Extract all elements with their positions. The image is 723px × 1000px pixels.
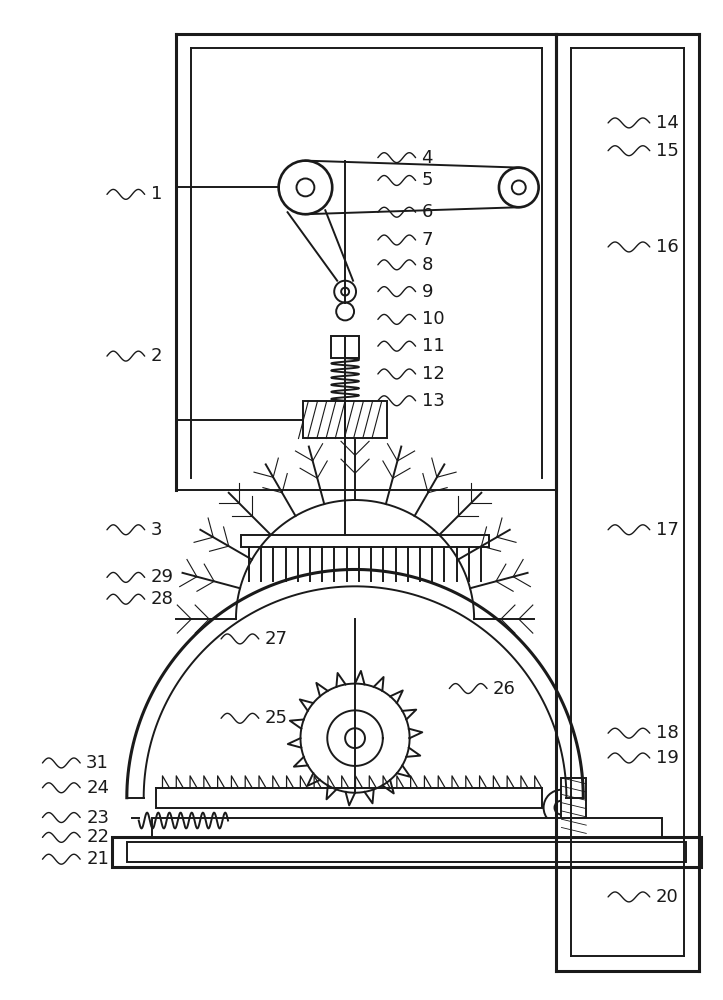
Text: 2: 2 bbox=[150, 347, 162, 365]
Text: 13: 13 bbox=[422, 392, 445, 410]
Text: 5: 5 bbox=[422, 171, 433, 189]
Bar bbox=[127, 842, 686, 862]
Circle shape bbox=[544, 790, 579, 825]
Text: 31: 31 bbox=[86, 754, 109, 772]
Text: 11: 11 bbox=[422, 337, 445, 355]
Text: 12: 12 bbox=[422, 365, 445, 383]
Text: 1: 1 bbox=[150, 185, 162, 203]
Bar bbox=[562, 778, 586, 827]
Text: 16: 16 bbox=[656, 238, 678, 256]
Text: 26: 26 bbox=[493, 680, 515, 698]
Text: 20: 20 bbox=[656, 888, 678, 906]
Bar bbox=[304, 401, 387, 438]
Text: 18: 18 bbox=[656, 724, 678, 742]
Bar bbox=[241, 535, 489, 547]
Text: 6: 6 bbox=[422, 203, 433, 221]
Bar bbox=[112, 837, 701, 867]
Text: 3: 3 bbox=[150, 521, 162, 539]
Text: 10: 10 bbox=[422, 310, 444, 328]
Text: 19: 19 bbox=[656, 749, 679, 767]
Text: 14: 14 bbox=[656, 114, 679, 132]
Text: 25: 25 bbox=[265, 709, 288, 727]
Text: 27: 27 bbox=[265, 630, 288, 648]
Bar bbox=[152, 818, 662, 837]
Bar bbox=[155, 788, 542, 808]
Text: 17: 17 bbox=[656, 521, 679, 539]
Text: 9: 9 bbox=[422, 283, 433, 301]
Text: 28: 28 bbox=[150, 590, 174, 608]
Text: 4: 4 bbox=[422, 149, 433, 167]
Text: 7: 7 bbox=[422, 231, 433, 249]
Text: 15: 15 bbox=[656, 142, 679, 160]
Circle shape bbox=[345, 728, 365, 748]
Text: 24: 24 bbox=[86, 779, 109, 797]
Text: 29: 29 bbox=[150, 568, 174, 586]
Text: 23: 23 bbox=[86, 809, 109, 827]
Text: 21: 21 bbox=[86, 850, 109, 868]
Text: 8: 8 bbox=[422, 256, 433, 274]
Bar bbox=[331, 336, 359, 358]
Text: 22: 22 bbox=[86, 828, 109, 846]
